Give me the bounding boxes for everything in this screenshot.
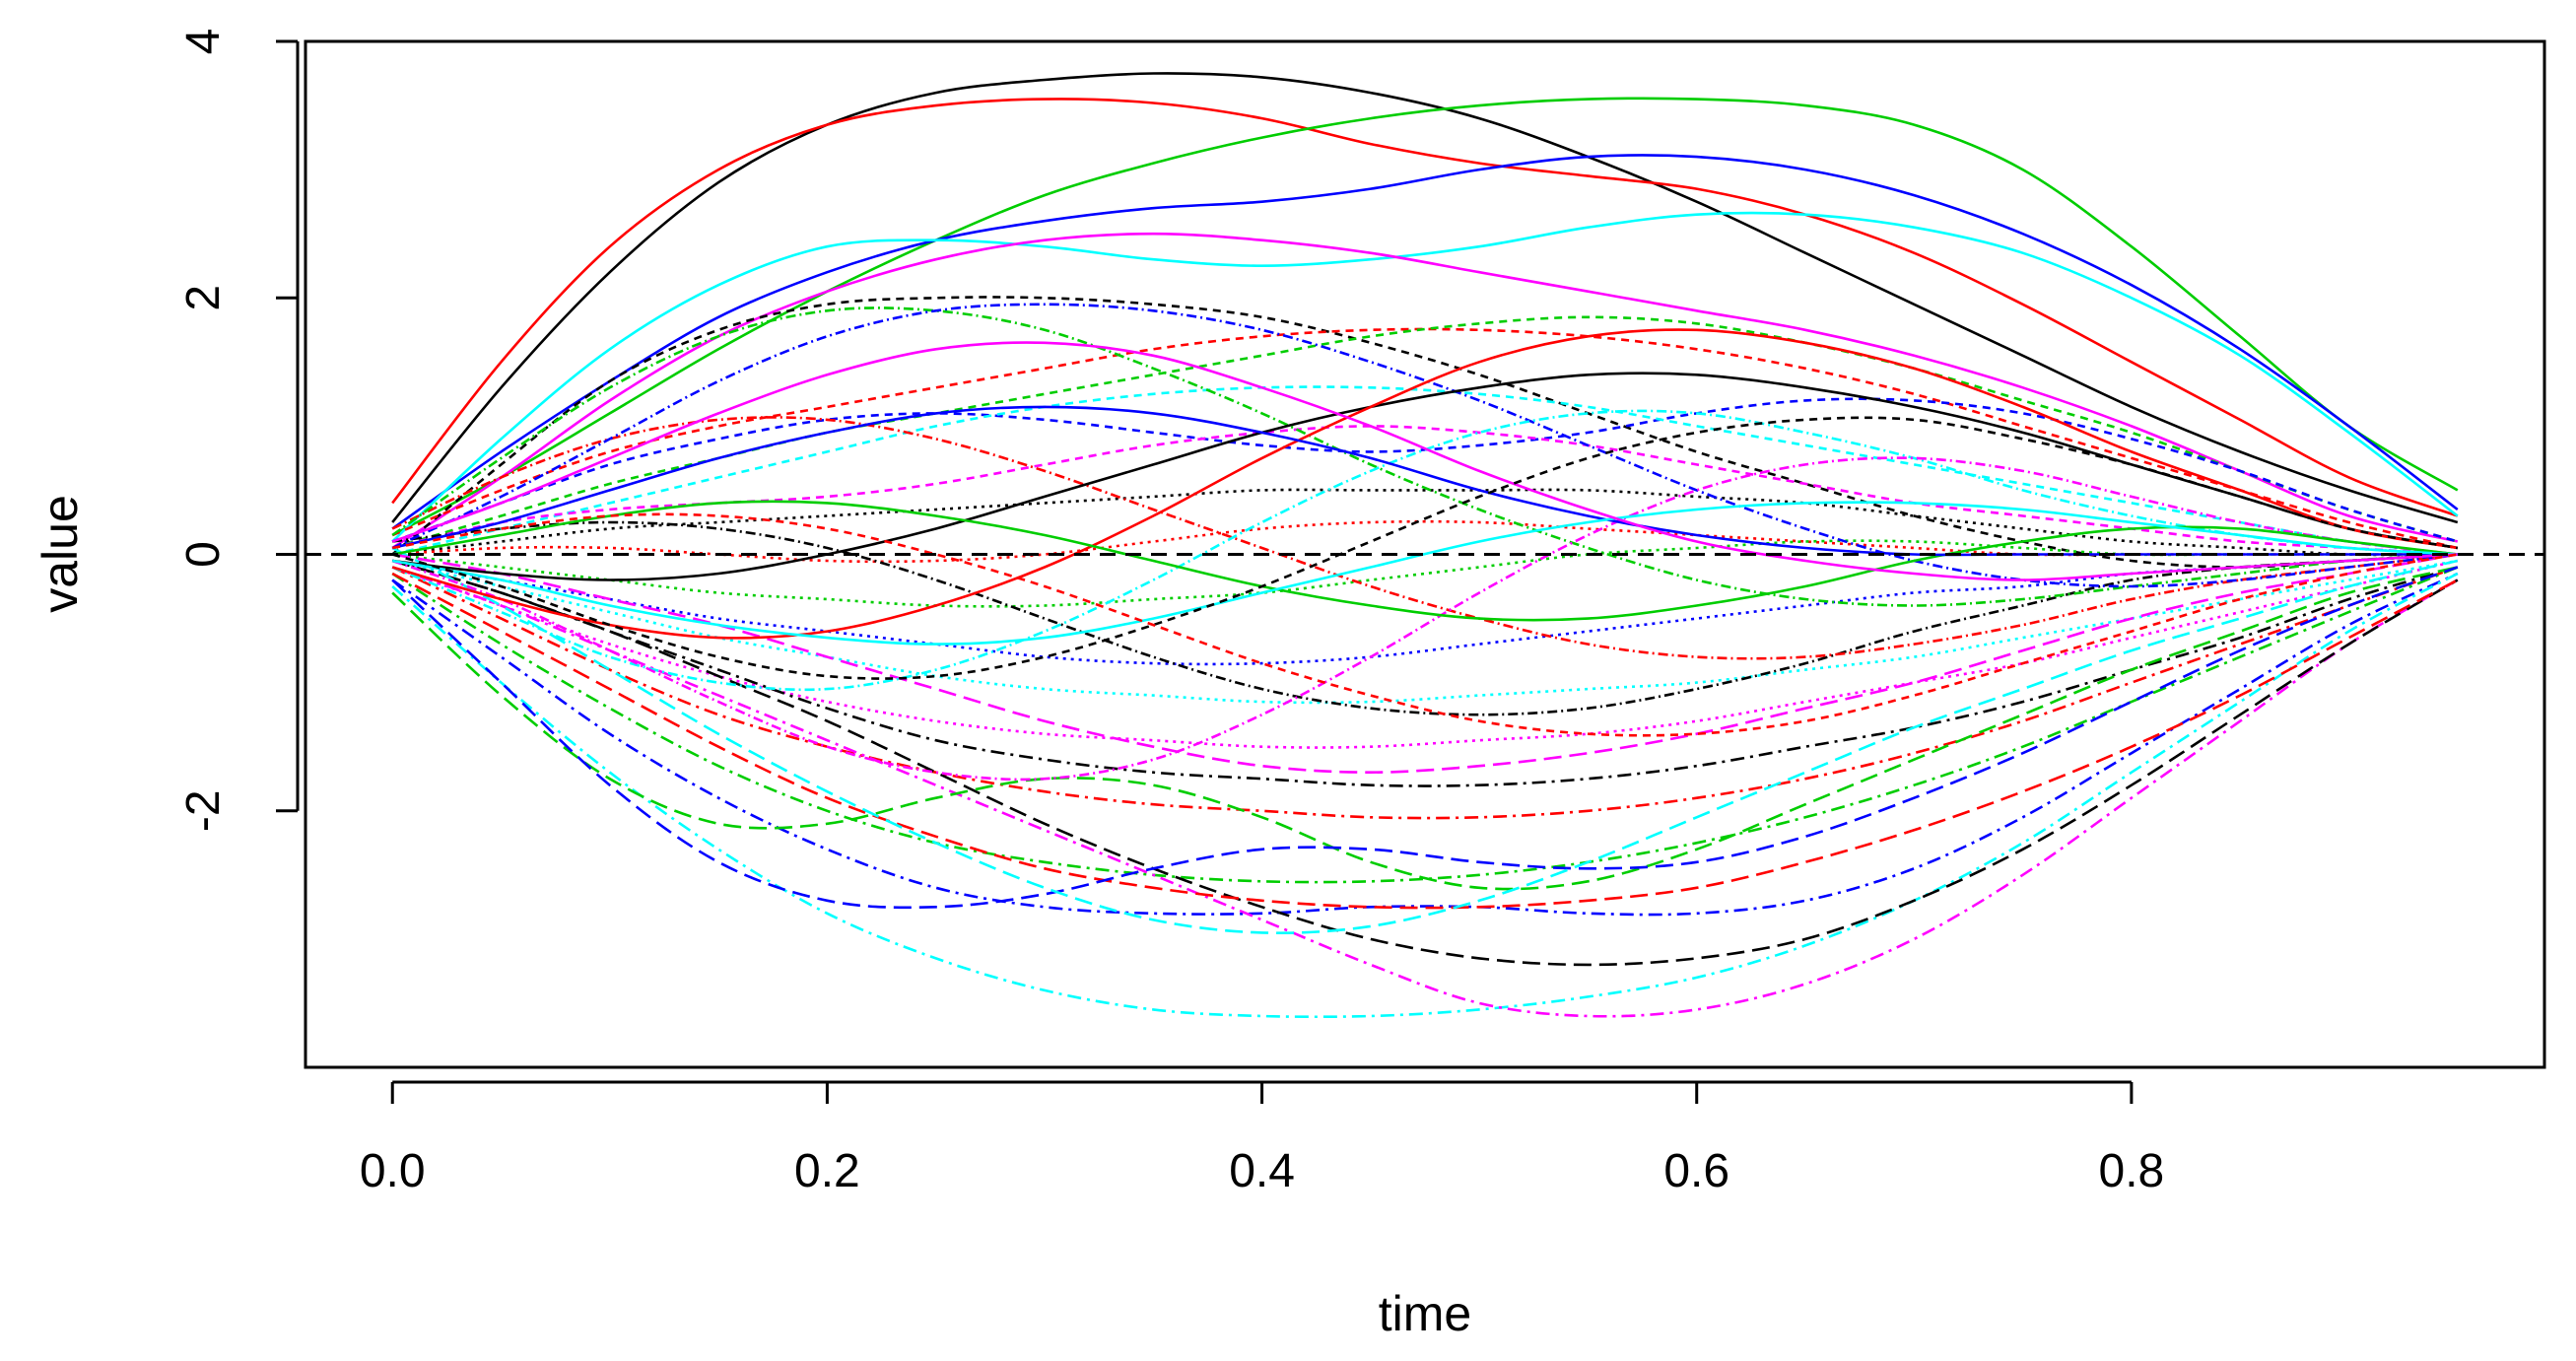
series-line	[392, 372, 2459, 581]
series-line	[391, 553, 2458, 666]
plot-frame	[304, 39, 2546, 1069]
series-line	[391, 211, 2459, 543]
y-tick-label: 2	[177, 285, 230, 311]
series-line	[391, 98, 2459, 517]
series-line	[391, 572, 2459, 910]
series-line	[391, 512, 2459, 737]
series-line	[391, 566, 2459, 820]
series-line	[391, 416, 2459, 680]
x-tick-label: 0.8	[2099, 1145, 2165, 1197]
series-line	[391, 501, 2458, 646]
series-line	[391, 566, 2459, 910]
series-line	[392, 519, 2458, 564]
series-line	[391, 456, 2458, 782]
series-line	[391, 328, 2459, 640]
series-line	[391, 566, 2459, 891]
series-line	[392, 539, 2458, 608]
x-tick-label: 0.4	[1229, 1145, 1295, 1197]
x-tick-label: 0.6	[1663, 1145, 1729, 1197]
series-line	[391, 306, 2458, 607]
series-line	[391, 572, 2459, 1019]
x-axis-title: time	[1379, 1286, 1471, 1341]
series-line	[391, 385, 2458, 556]
series-line	[391, 566, 2459, 1018]
series-line	[391, 553, 2459, 775]
x-axis: 0.0 0.2 0.4 0.6 0.8	[360, 1080, 2165, 1197]
series-layer	[391, 72, 2459, 1019]
series-line	[391, 97, 2459, 537]
y-tick-label: 4	[177, 29, 230, 55]
series-line	[392, 520, 2458, 716]
series-line	[391, 405, 2458, 557]
y-axis-title: value	[33, 495, 88, 613]
series-line	[391, 327, 2459, 550]
series-line	[391, 500, 2458, 622]
series-line	[391, 566, 2459, 884]
series-line	[391, 154, 2459, 530]
series-line	[391, 559, 2459, 787]
series-line	[391, 409, 2458, 692]
series-line	[391, 572, 2459, 917]
y-axis: -2 0 2 4	[177, 29, 300, 832]
y-tick-label: -2	[177, 789, 230, 832]
series-line	[391, 72, 2459, 524]
series-line	[391, 546, 2459, 934]
x-tick-label: 0.2	[794, 1145, 860, 1197]
y-tick-label: 0	[177, 541, 230, 568]
series-line	[392, 488, 2458, 557]
series-line	[391, 303, 2458, 588]
series-line	[391, 559, 2459, 749]
series-line	[391, 425, 2458, 556]
series-line	[391, 416, 2458, 660]
series-line	[391, 341, 2458, 581]
x-tick-label: 0.0	[360, 1145, 426, 1197]
